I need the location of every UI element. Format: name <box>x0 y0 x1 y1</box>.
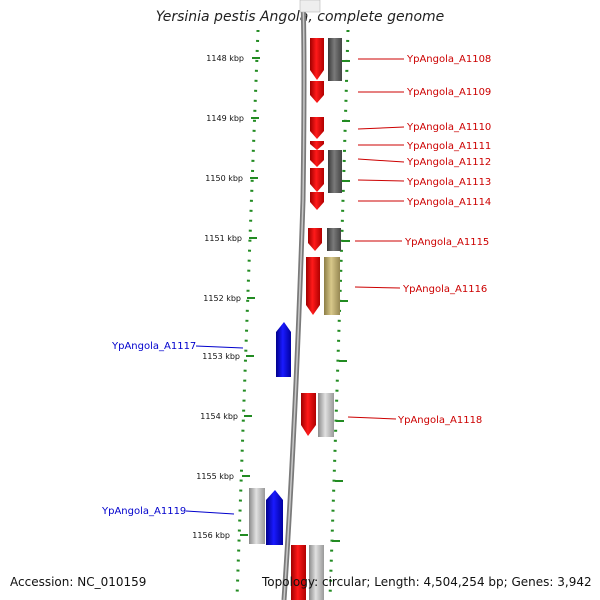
gene-label[interactable]: YpAngola_A1108 <box>406 54 491 65</box>
gene-label[interactable]: YpAngola_A1111 <box>406 141 491 152</box>
cog-blocks <box>249 38 342 600</box>
gene-A1111[interactable] <box>310 141 324 150</box>
label-connectors <box>185 58 405 515</box>
gene-label[interactable]: YpAngola_A1114 <box>406 197 491 208</box>
gene-label[interactable]: YpAngola_A1119 <box>101 506 186 517</box>
gene-label[interactable]: YpAngola_A1112 <box>406 157 491 168</box>
gene-A1115[interactable] <box>308 228 322 251</box>
gene-label[interactable]: YpAngola_A1118 <box>397 415 482 426</box>
gene-partial-bottom[interactable] <box>291 545 306 600</box>
gene-A1109[interactable] <box>310 81 324 103</box>
scale-tick: 1149 kbp <box>206 114 244 123</box>
gene-label[interactable]: YpAngola_A1113 <box>406 177 491 188</box>
gene-A1116[interactable] <box>306 257 320 315</box>
gene-labels: YpAngola_A1108 YpAngola_A1109 YpAngola_A… <box>101 54 491 517</box>
gene-label[interactable]: YpAngola_A1116 <box>402 284 487 295</box>
scale-ticks: 1148 kbp 1149 kbp 1150 kbp 1151 kbp 1152… <box>192 54 260 540</box>
gene-label[interactable]: YpAngola_A1117 <box>111 341 196 352</box>
gene-A1113[interactable] <box>310 168 324 192</box>
gene-A1112[interactable] <box>310 150 324 167</box>
scale-tick: 1152 kbp <box>203 294 241 303</box>
scale-tick: 1148 kbp <box>206 54 244 63</box>
scale-tick: 1150 kbp <box>205 174 243 183</box>
gene-A1118[interactable] <box>301 393 316 436</box>
right-track-markers <box>332 60 350 542</box>
scale-tick: 1154 kbp <box>200 412 238 421</box>
accession-text: Accession: NC_010159 <box>10 575 147 589</box>
gene-A1117[interactable] <box>276 322 291 377</box>
gene-label[interactable]: YpAngola_A1109 <box>406 87 491 98</box>
genome-backbone <box>281 0 307 600</box>
scale-tick: 1156 kbp <box>192 531 230 540</box>
gene-label[interactable]: YpAngola_A1115 <box>404 237 489 248</box>
scale-tick: 1151 kbp <box>204 234 242 243</box>
gene-label[interactable]: YpAngola_A1110 <box>406 122 491 133</box>
gene-A1114[interactable] <box>310 192 324 210</box>
gene-A1108[interactable] <box>310 38 324 80</box>
map-title: Yersinia pestis Angola, complete genome <box>155 9 445 25</box>
topology-text: Topology: circular; Length: 4,504,254 bp… <box>262 575 592 589</box>
scale-tick: 1153 kbp <box>202 352 240 361</box>
scale-tick: 1155 kbp <box>196 472 234 481</box>
gene-A1110[interactable] <box>310 117 324 139</box>
gene-A1119[interactable] <box>266 490 283 545</box>
